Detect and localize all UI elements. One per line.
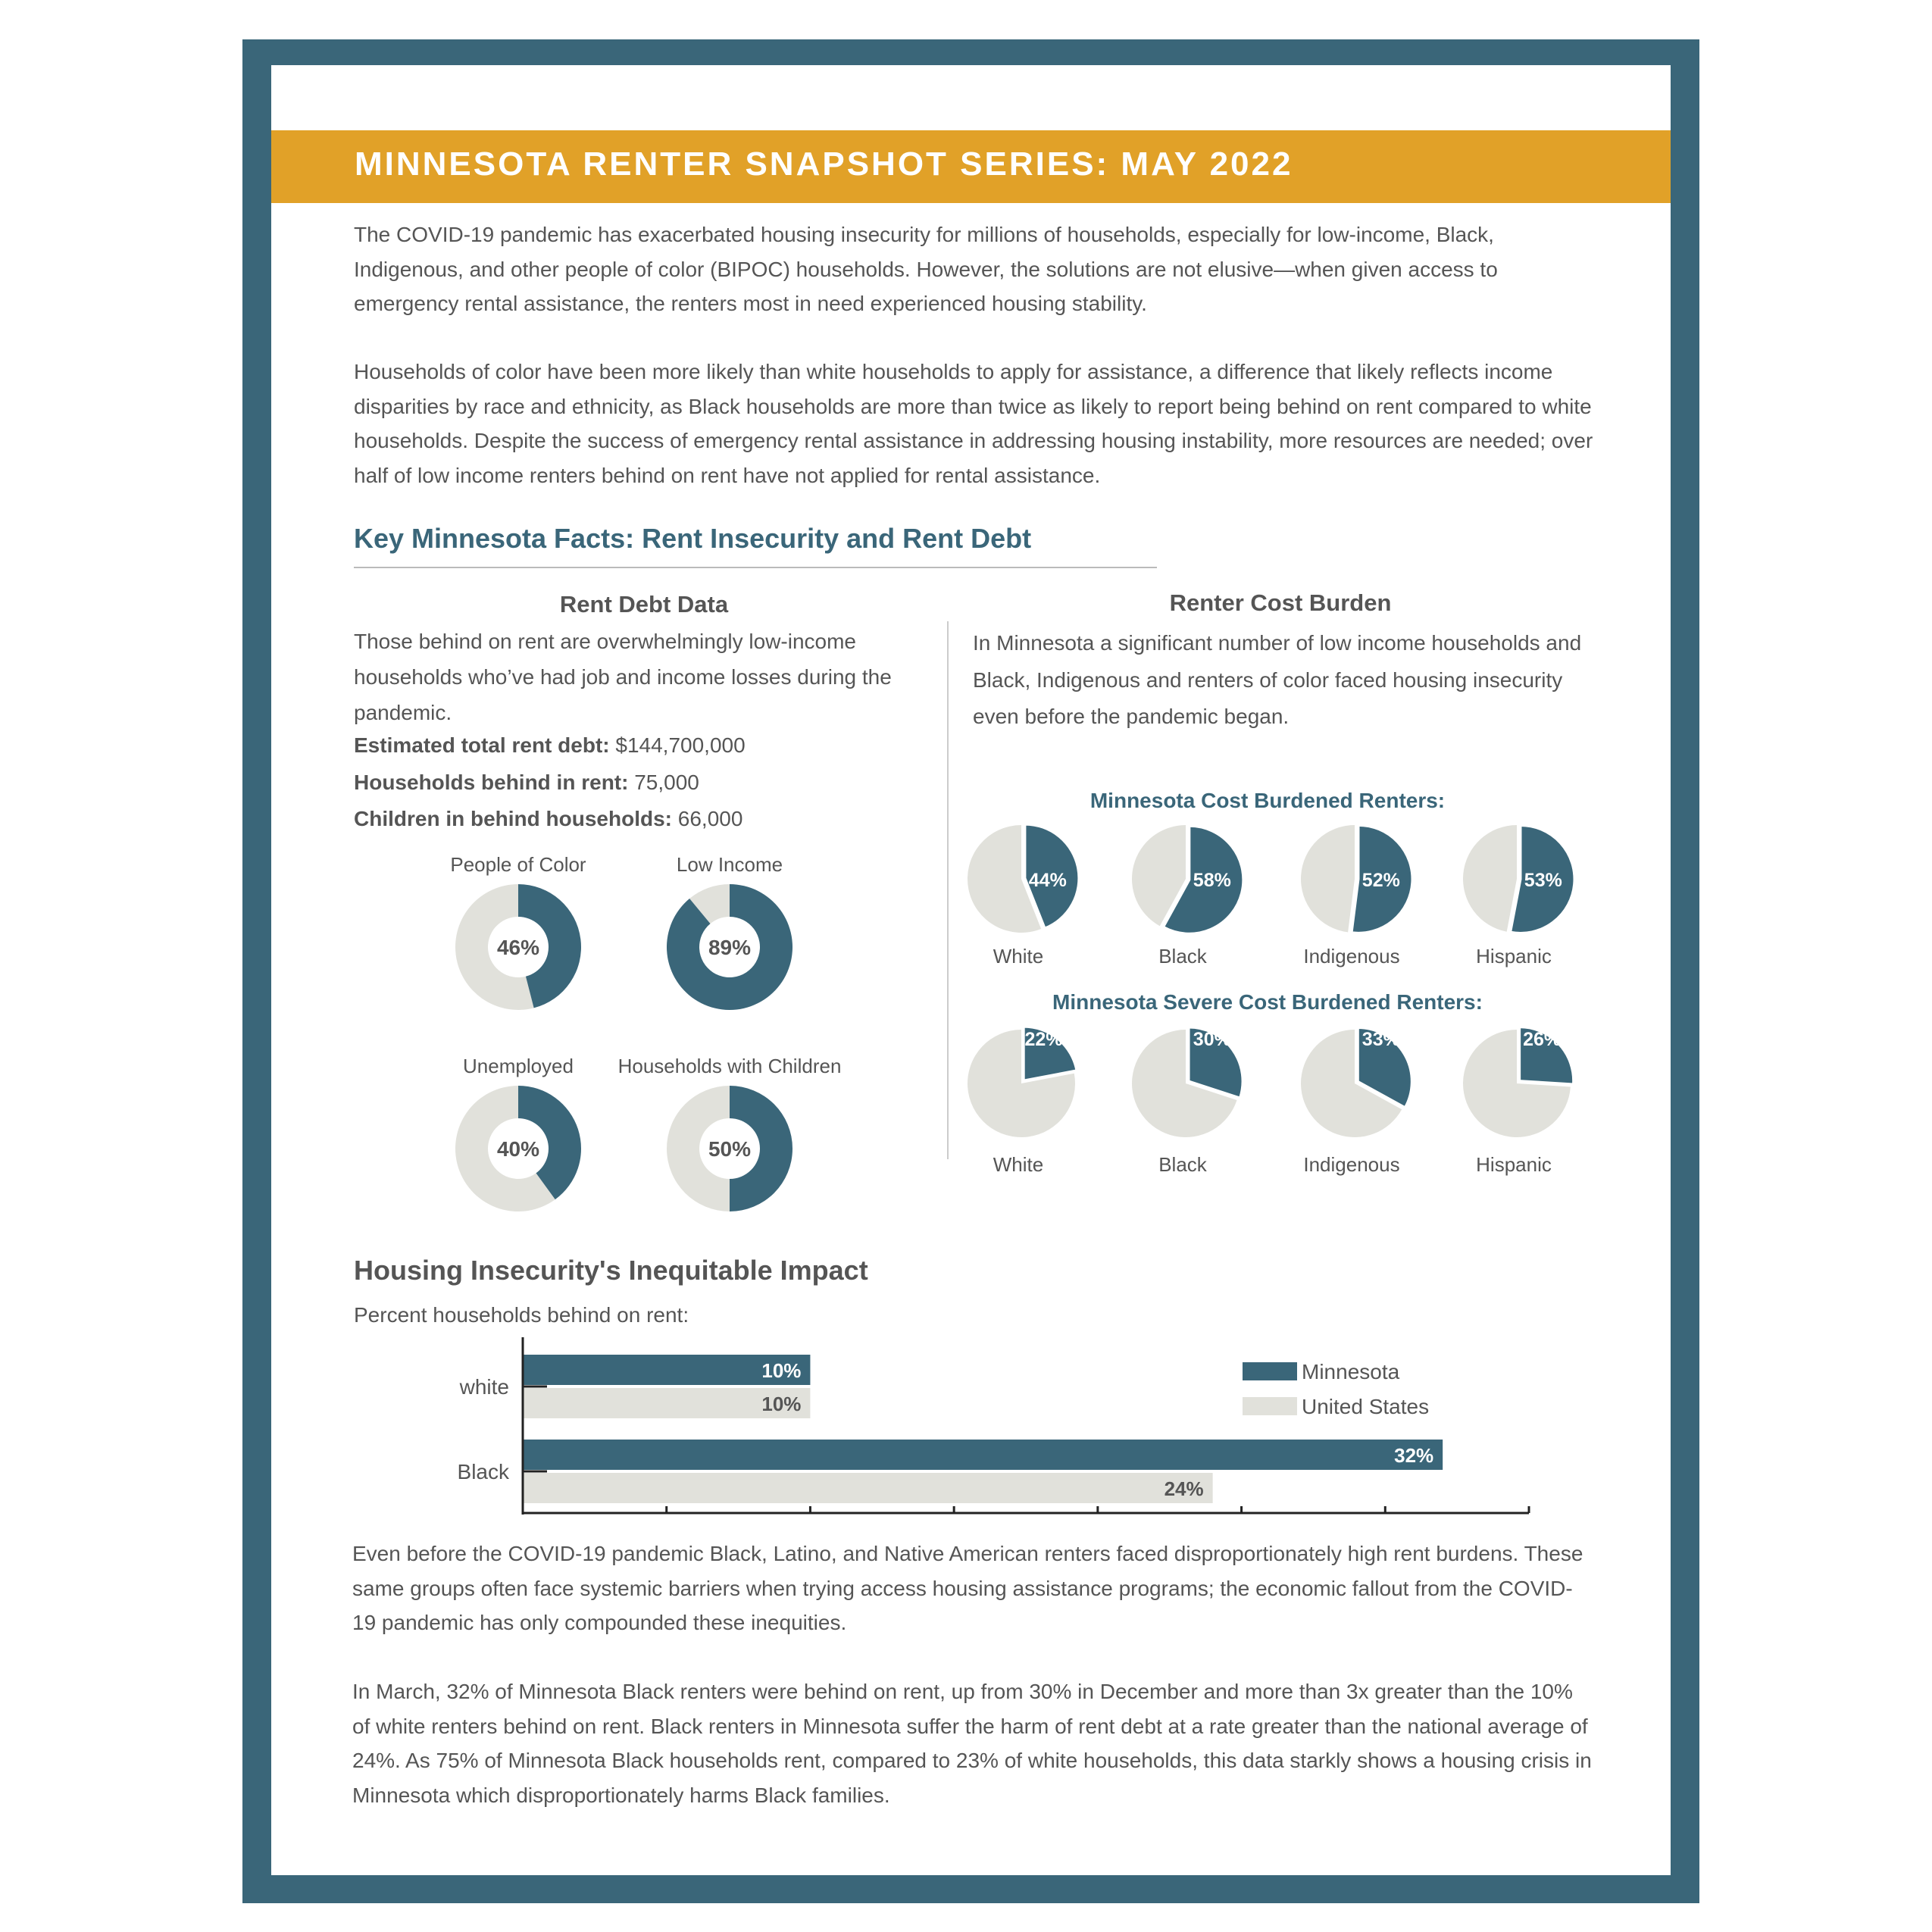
pie-value-label: 33% <box>1362 1029 1400 1050</box>
donut-value-label: 40% <box>497 1137 539 1161</box>
pie-value-label: 26% <box>1523 1029 1561 1050</box>
rent-debt-text: Those behind on rent are overwhelmingly … <box>354 630 892 724</box>
bar-value-label: 10% <box>761 1359 801 1382</box>
donut-value-label: 46% <box>497 936 539 959</box>
bar <box>523 1355 811 1385</box>
rent-debt-fields: Estimated total rent debt: $144,700,000 … <box>354 727 746 838</box>
pie-remainder <box>1300 825 1355 933</box>
title-banner <box>271 130 1671 203</box>
field-households-behind: Households behind in rent: 75,000 <box>354 770 699 794</box>
intro-paragraph-1: The COVID-19 pandemic has exacerbated ho… <box>354 223 1498 315</box>
outro-paragraph-1: Even before the COVID-19 pandemic Black,… <box>352 1542 1583 1634</box>
bar-category-label: white <box>459 1375 509 1399</box>
donut-remainder <box>689 884 730 924</box>
pie-category-label: Black <box>1158 1153 1208 1176</box>
field-total-rent-debt: Estimated total rent debt: $144,700,000 <box>354 733 746 757</box>
pie-slice <box>1350 824 1414 934</box>
pie-category-label: Hispanic <box>1476 1153 1552 1176</box>
donut-category-label: People of Color <box>450 853 586 876</box>
donut-slice <box>518 884 582 1008</box>
donut-category-label: Unemployed <box>463 1055 574 1077</box>
pie-remainder <box>1132 825 1186 927</box>
pie-category-label: White <box>993 945 1043 968</box>
bar <box>523 1440 1443 1470</box>
donut-remainder <box>455 884 534 1011</box>
donut-remainder <box>455 1086 555 1211</box>
bar-value-label: 24% <box>1165 1477 1204 1500</box>
pie-value-label: 53% <box>1524 870 1562 891</box>
pie-remainder <box>1462 825 1517 932</box>
bar-value-label: 32% <box>1394 1444 1433 1467</box>
pie-value-label: 52% <box>1362 870 1400 891</box>
legend-swatch <box>1243 1362 1297 1380</box>
donut-remainder <box>667 1086 730 1211</box>
pie-remainder <box>1463 1030 1571 1137</box>
pie-remainder <box>1131 1030 1237 1137</box>
pie-slice <box>1024 823 1080 930</box>
cost-burden-heading: Renter Cost Burden <box>1169 589 1392 616</box>
cost-burden-text: In Minnesota a significant number of low… <box>973 631 1582 728</box>
legend-label: United States <box>1302 1395 1429 1418</box>
impact-subtitle: Percent households behind on rent: <box>354 1303 689 1327</box>
pie-slice <box>1022 1025 1078 1082</box>
impact-heading: Housing Insecurity's Inequitable Impact <box>354 1255 868 1286</box>
pie-slice <box>1187 1026 1244 1099</box>
donut-slice <box>666 884 792 1010</box>
donut-slice <box>730 1086 792 1211</box>
pie-group-title: Minnesota Severe Cost Burdened Renters: <box>1052 990 1483 1014</box>
pie-slice <box>1518 1026 1575 1086</box>
donut-category-label: Low Income <box>677 853 783 876</box>
donut-slice <box>518 1086 581 1200</box>
pie-value-label: 58% <box>1193 870 1231 891</box>
pie-slice <box>1161 824 1245 935</box>
page-content <box>271 65 1671 1875</box>
field-children: Children in behind households: 66,000 <box>354 807 743 830</box>
page-title: MINNESOTA RENTER SNAPSHOT SERIES: MAY 20… <box>355 145 1293 183</box>
pie-slice <box>1356 1026 1413 1109</box>
pie-remainder <box>968 825 1042 933</box>
pie-category-label: Indigenous <box>1303 945 1399 968</box>
column-divider <box>947 621 949 1159</box>
heading-rule <box>354 567 1157 568</box>
bar <box>523 1473 1213 1503</box>
bar-category-label: Black <box>458 1460 510 1483</box>
pie-slice <box>1508 824 1576 934</box>
pie-group-title: Minnesota Cost Burdened Renters: <box>1090 789 1445 812</box>
pie-value-label: 22% <box>1024 1029 1062 1050</box>
pie-category-label: White <box>993 1153 1043 1176</box>
pie-category-label: Indigenous <box>1303 1153 1399 1176</box>
pie-value-label: 44% <box>1029 870 1067 891</box>
pie-value-label: 30% <box>1193 1029 1231 1050</box>
pie-category-label: Black <box>1158 945 1208 968</box>
pie-category-label: Hispanic <box>1476 945 1552 968</box>
bar <box>523 1388 811 1418</box>
bar-value-label: 10% <box>761 1393 801 1415</box>
donut-value-label: 89% <box>708 936 751 959</box>
legend-swatch <box>1243 1397 1297 1415</box>
rent-debt-heading: Rent Debt Data <box>559 591 729 617</box>
intro-paragraph-2: Households of color have been more likel… <box>354 360 1593 487</box>
donut-category-label: Households with Children <box>618 1055 842 1077</box>
pie-remainder <box>968 1030 1076 1137</box>
outro-paragraph-2: In March, 32% of Minnesota Black renters… <box>352 1680 1592 1807</box>
facts-heading: Key Minnesota Facts: Rent Insecurity and… <box>354 523 1032 554</box>
legend-label: Minnesota <box>1302 1360 1400 1383</box>
donut-value-label: 50% <box>708 1137 751 1161</box>
pie-remainder <box>1301 1030 1402 1137</box>
